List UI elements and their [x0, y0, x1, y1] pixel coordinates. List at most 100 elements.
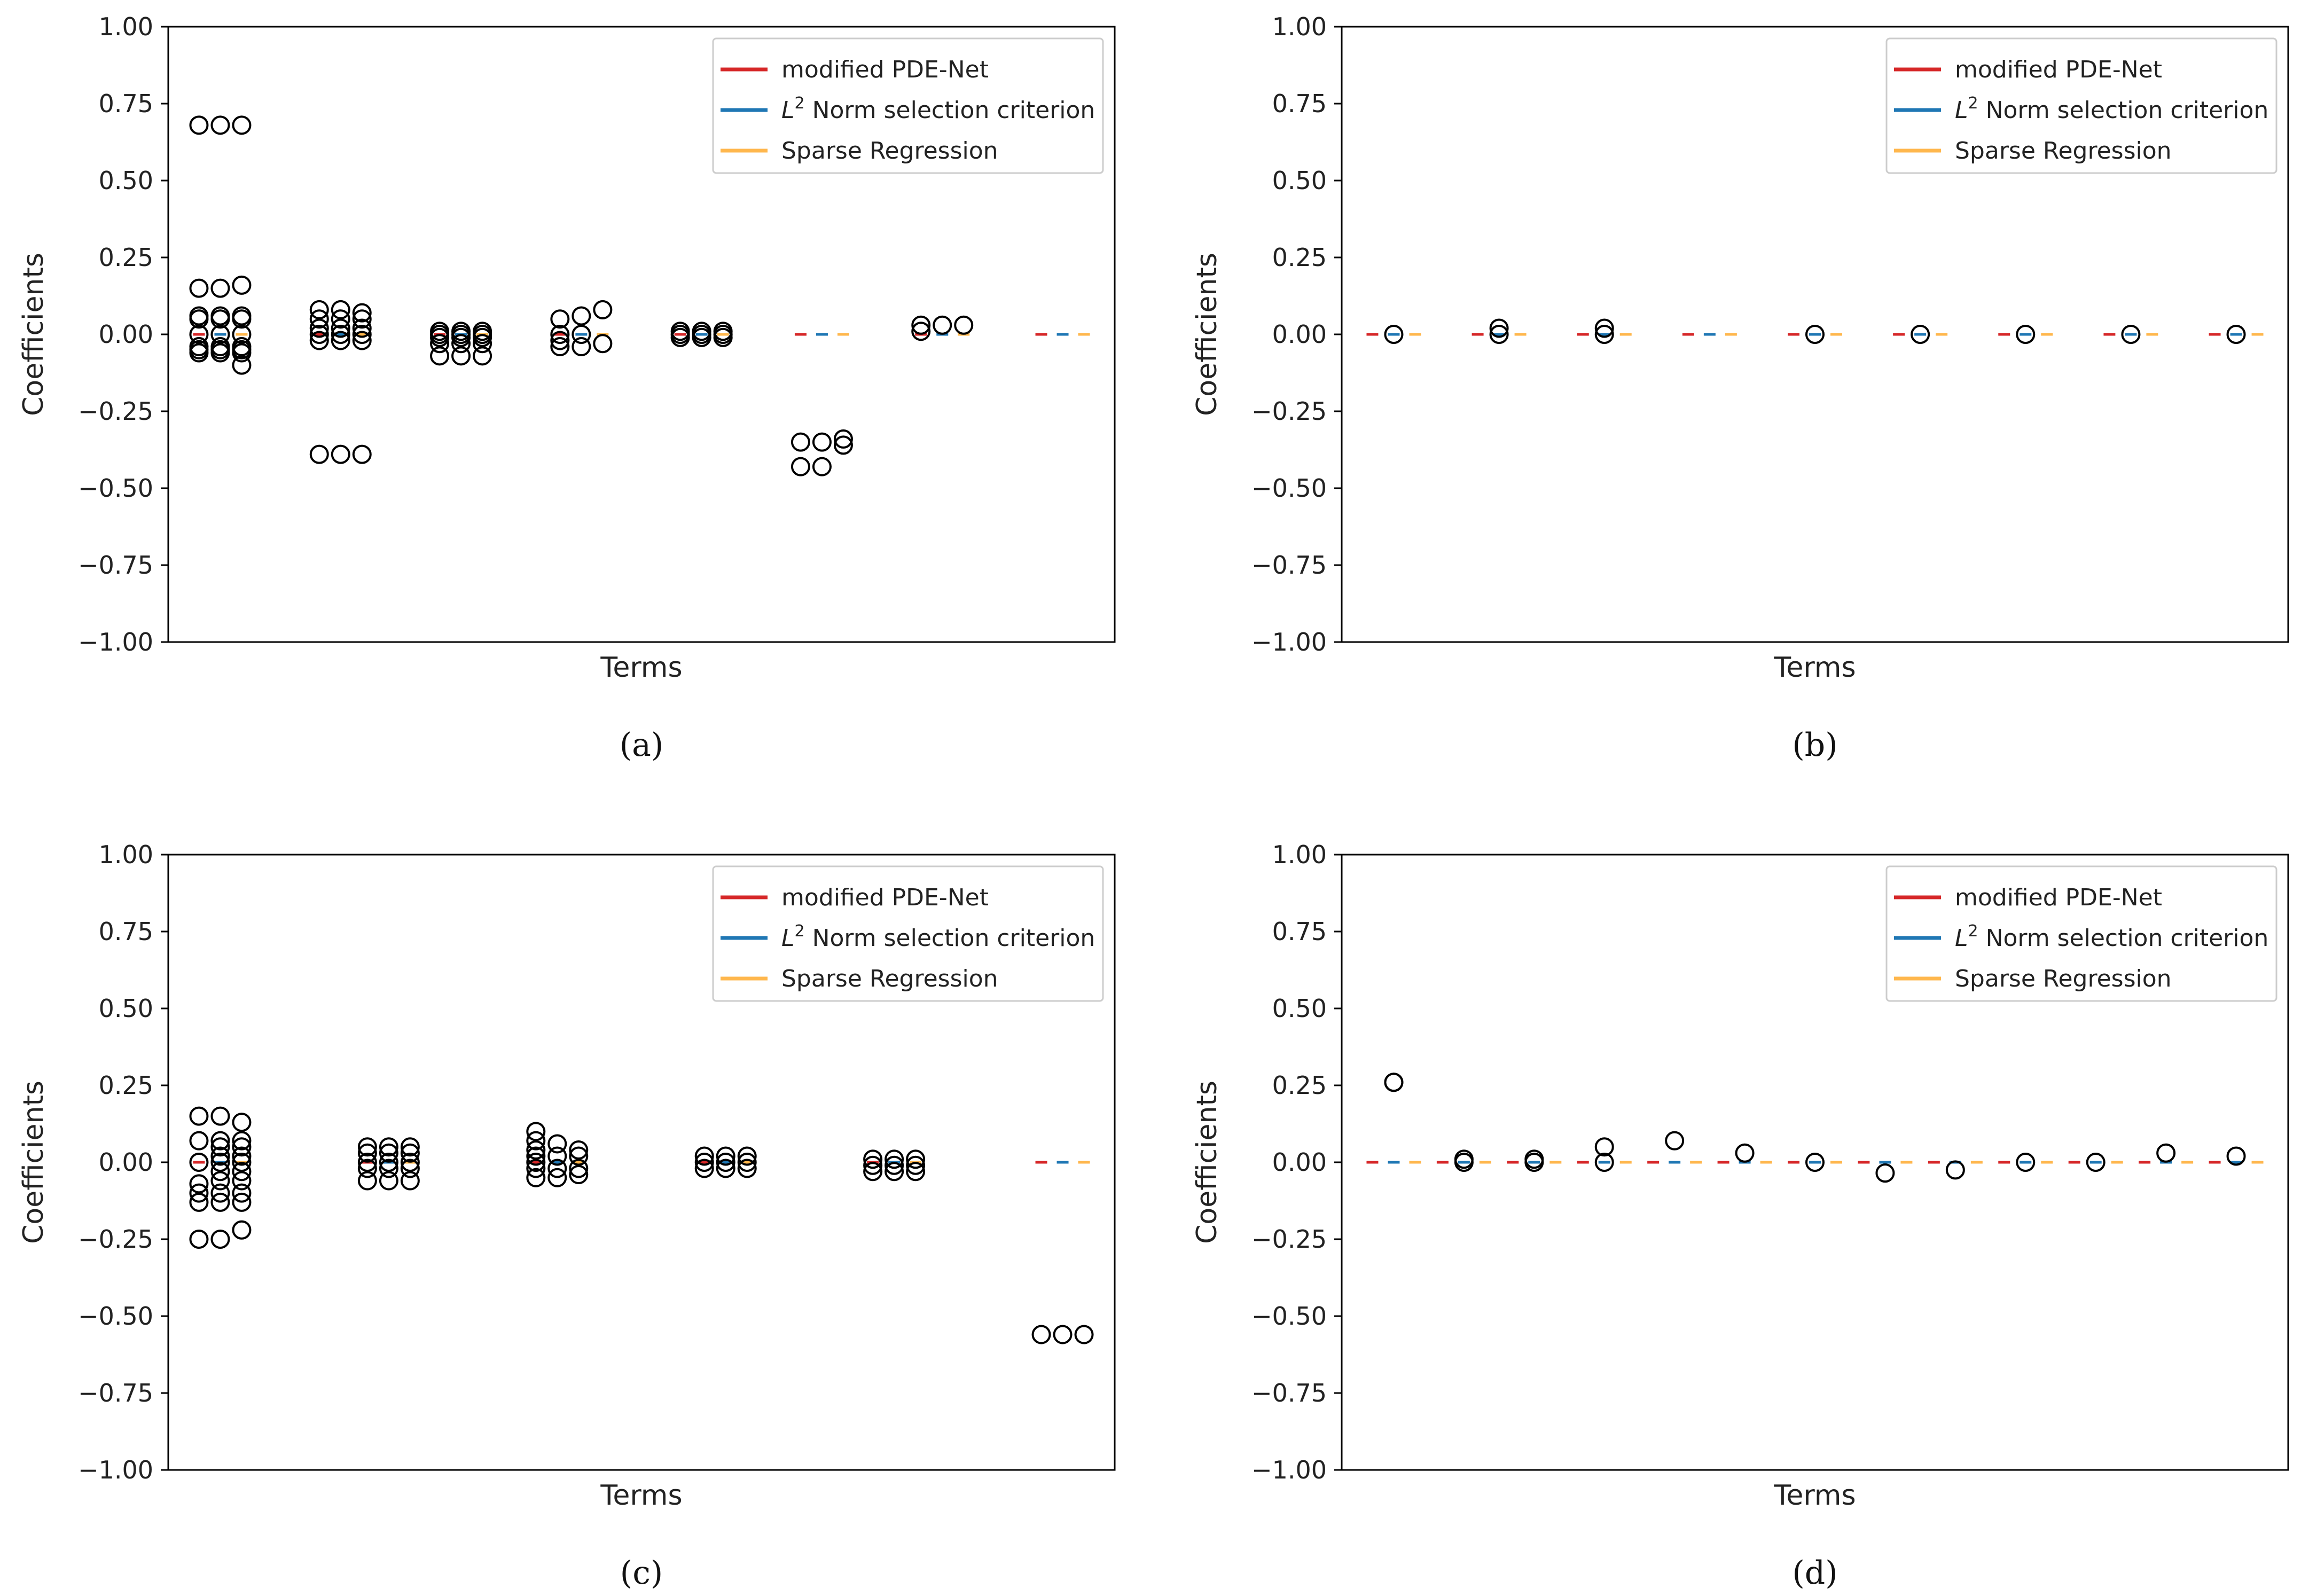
data-point [572, 337, 591, 357]
legend-label: L2 Norm selection criterion [781, 94, 1095, 124]
data-point [547, 1146, 567, 1166]
data-point [716, 1153, 735, 1172]
y-tick-label: −0.50 [78, 1302, 153, 1331]
y-tick-label: 0.75 [99, 89, 153, 118]
data-point [379, 1137, 398, 1157]
data-point [812, 457, 832, 476]
data-point [791, 432, 810, 452]
legend-label: modified PDE-Net [781, 884, 989, 911]
data-point [863, 1162, 883, 1182]
data-point [210, 1171, 230, 1191]
data-point [863, 1149, 883, 1169]
y-axis-label: Coefficients [18, 1081, 50, 1244]
data-point [331, 444, 350, 464]
data-point [1594, 1153, 1614, 1172]
data-point [210, 1230, 230, 1249]
y-tick-label: 0.75 [99, 917, 153, 946]
data-point [189, 1183, 209, 1203]
y-axis-label: Coefficients [1191, 1081, 1223, 1244]
legend-label: L2 Norm selection criterion [1955, 922, 2268, 952]
y-axis-label: Coefficients [1191, 253, 1223, 416]
data-point [716, 1159, 735, 1178]
data-point [232, 1192, 252, 1212]
data-point [547, 1134, 567, 1154]
y-tick-label: −0.25 [78, 1225, 153, 1254]
y-axis-label: Coefficients [18, 253, 50, 416]
data-point [569, 1165, 589, 1185]
y-tick-label: 0.25 [99, 243, 153, 272]
data-point [232, 1113, 252, 1132]
y-tick-label: −1.00 [78, 1456, 153, 1484]
data-point [954, 315, 974, 335]
data-point [550, 325, 570, 344]
legend-box [712, 37, 1104, 174]
data-point [2016, 325, 2036, 344]
panel-caption: (b) [1792, 726, 1837, 764]
data-point [379, 1171, 398, 1191]
data-point [309, 331, 329, 350]
data-point [550, 331, 570, 350]
legend-label: modified PDE-Net [1955, 884, 2162, 911]
y-tick-label: 0.00 [99, 1148, 153, 1177]
x-axis-label: Terms [1773, 652, 1856, 684]
data-point [451, 327, 471, 347]
y-tick-label: 0.25 [1272, 1071, 1327, 1100]
data-point [526, 1153, 546, 1172]
panel-d: 1.00 0.75 0.50 0.25 0.00 −0.25 −0.50 −0.75 −1.00… [1191, 840, 2289, 1592]
data-point [189, 1106, 209, 1126]
data-point [885, 1155, 904, 1175]
data-point [833, 429, 853, 449]
panel-caption: (a) [620, 726, 664, 764]
data-point [232, 1131, 252, 1151]
data-point [593, 334, 613, 354]
legend-label: Sparse Regression [781, 137, 998, 165]
data-point [737, 1153, 757, 1172]
data-point [232, 1146, 252, 1166]
data-point [232, 1220, 252, 1240]
y-tick-label: −0.25 [1251, 1225, 1327, 1254]
data-point [737, 1146, 757, 1166]
data-point [379, 1159, 398, 1178]
panel-b: 1.00 0.75 0.50 0.25 0.00 −0.25 −0.50 −0.75 −1.00… [1191, 12, 2289, 764]
y-tick-label: 1.00 [99, 840, 153, 869]
data-point [569, 1159, 589, 1178]
data-point [210, 1146, 230, 1166]
data-point [1594, 318, 1614, 338]
data-point [210, 1106, 230, 1126]
legend-label: Sparse Regression [781, 965, 998, 992]
data-point [331, 318, 350, 338]
data-point [1074, 1325, 1094, 1344]
data-point [451, 346, 471, 366]
y-tick-label: −1.00 [78, 628, 153, 656]
data-point [694, 1159, 714, 1178]
data-point [352, 303, 372, 323]
data-point [2086, 1153, 2106, 1172]
y-tick-label: −0.50 [78, 474, 153, 503]
y-tick-label: 1.00 [99, 12, 153, 41]
data-point [547, 1159, 567, 1178]
y-tick-label: −0.50 [1251, 1302, 1327, 1331]
data-point [352, 331, 372, 350]
data-point [1594, 325, 1614, 344]
y-tick-label: 0.00 [1272, 1148, 1327, 1177]
data-point [716, 1146, 735, 1166]
data-point [1805, 325, 1825, 344]
data-point [357, 1159, 377, 1178]
data-point [352, 309, 372, 329]
panel-a: 1.00 0.75 0.50 0.25 0.00 −0.25 −0.50 −0.75 −1.00… [18, 12, 1116, 764]
y-tick-label: 0.25 [99, 1071, 153, 1100]
data-point [2226, 1146, 2246, 1166]
data-point [189, 325, 209, 344]
data-point [906, 1162, 926, 1182]
data-point [357, 1137, 377, 1157]
legend-label: L2 Norm selection criterion [781, 922, 1095, 952]
data-point [1524, 1153, 1544, 1172]
data-point [1384, 1073, 1404, 1092]
data-point [232, 1137, 252, 1157]
data-point [232, 343, 252, 363]
y-tick-label: −1.00 [1251, 1456, 1327, 1484]
data-point [189, 343, 209, 363]
y-tick-label: 0.25 [1272, 243, 1327, 272]
y-tick-label: −0.25 [78, 397, 153, 426]
data-point [933, 315, 952, 335]
